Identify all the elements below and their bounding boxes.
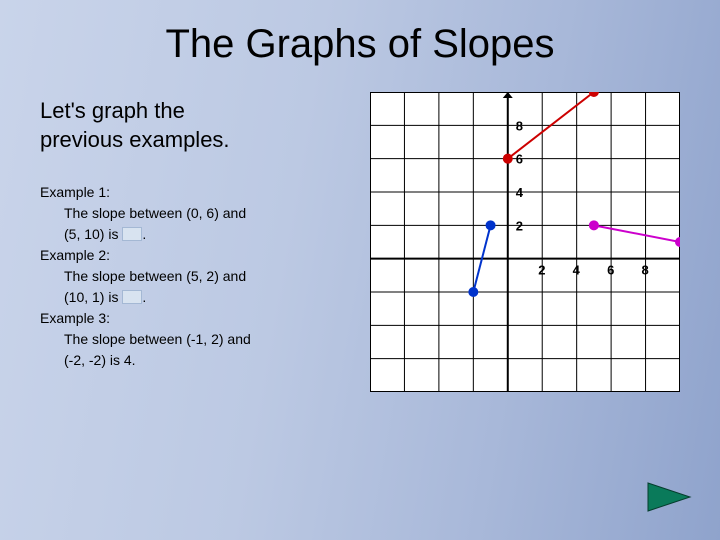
right-column: 2 4 6 8 2 4 6 8 xyxy=(370,87,690,392)
svg-text:2: 2 xyxy=(516,218,523,233)
svg-text:8: 8 xyxy=(642,263,649,278)
example2-line2: (10, 1) is . xyxy=(40,287,350,308)
intro-line1: Let's graph the xyxy=(40,98,185,123)
svg-text:4: 4 xyxy=(516,185,524,200)
example1-line1: The slope between (0, 6) and xyxy=(40,203,350,224)
slope-chart: 2 4 6 8 2 4 6 8 xyxy=(370,92,680,392)
example2-line1: The slope between (5, 2) and xyxy=(40,266,350,287)
example1-line2: (5, 10) is . xyxy=(40,224,350,245)
example2-text-b: . xyxy=(142,289,146,305)
example3-label: Example 3: xyxy=(40,308,350,329)
blank-icon xyxy=(122,290,142,304)
example1-label: Example 1: xyxy=(40,182,350,203)
next-button[interactable] xyxy=(646,481,692,518)
example3-line1: The slope between (-1, 2) and xyxy=(40,329,350,350)
svg-text:6: 6 xyxy=(516,152,523,167)
example1-text-a: (5, 10) is xyxy=(64,226,122,242)
example3-line2: (-2, -2) is 4. xyxy=(40,350,350,371)
intro-text: Let's graph the previous examples. xyxy=(40,97,350,154)
example2-label: Example 2: xyxy=(40,245,350,266)
page-title: The Graphs of Slopes xyxy=(0,0,720,67)
svg-text:8: 8 xyxy=(516,118,523,133)
content-area: Let's graph the previous examples. Examp… xyxy=(0,67,720,392)
example2-text-a: (10, 1) is xyxy=(64,289,122,305)
svg-text:2: 2 xyxy=(538,263,545,278)
intro-line2: previous examples. xyxy=(40,127,230,152)
svg-text:4: 4 xyxy=(573,263,581,278)
left-column: Let's graph the previous examples. Examp… xyxy=(40,87,350,392)
example1-text-b: . xyxy=(142,226,146,242)
svg-text:6: 6 xyxy=(607,263,614,278)
examples-block: Example 1: The slope between (0, 6) and … xyxy=(40,182,350,371)
blank-icon xyxy=(122,227,142,241)
